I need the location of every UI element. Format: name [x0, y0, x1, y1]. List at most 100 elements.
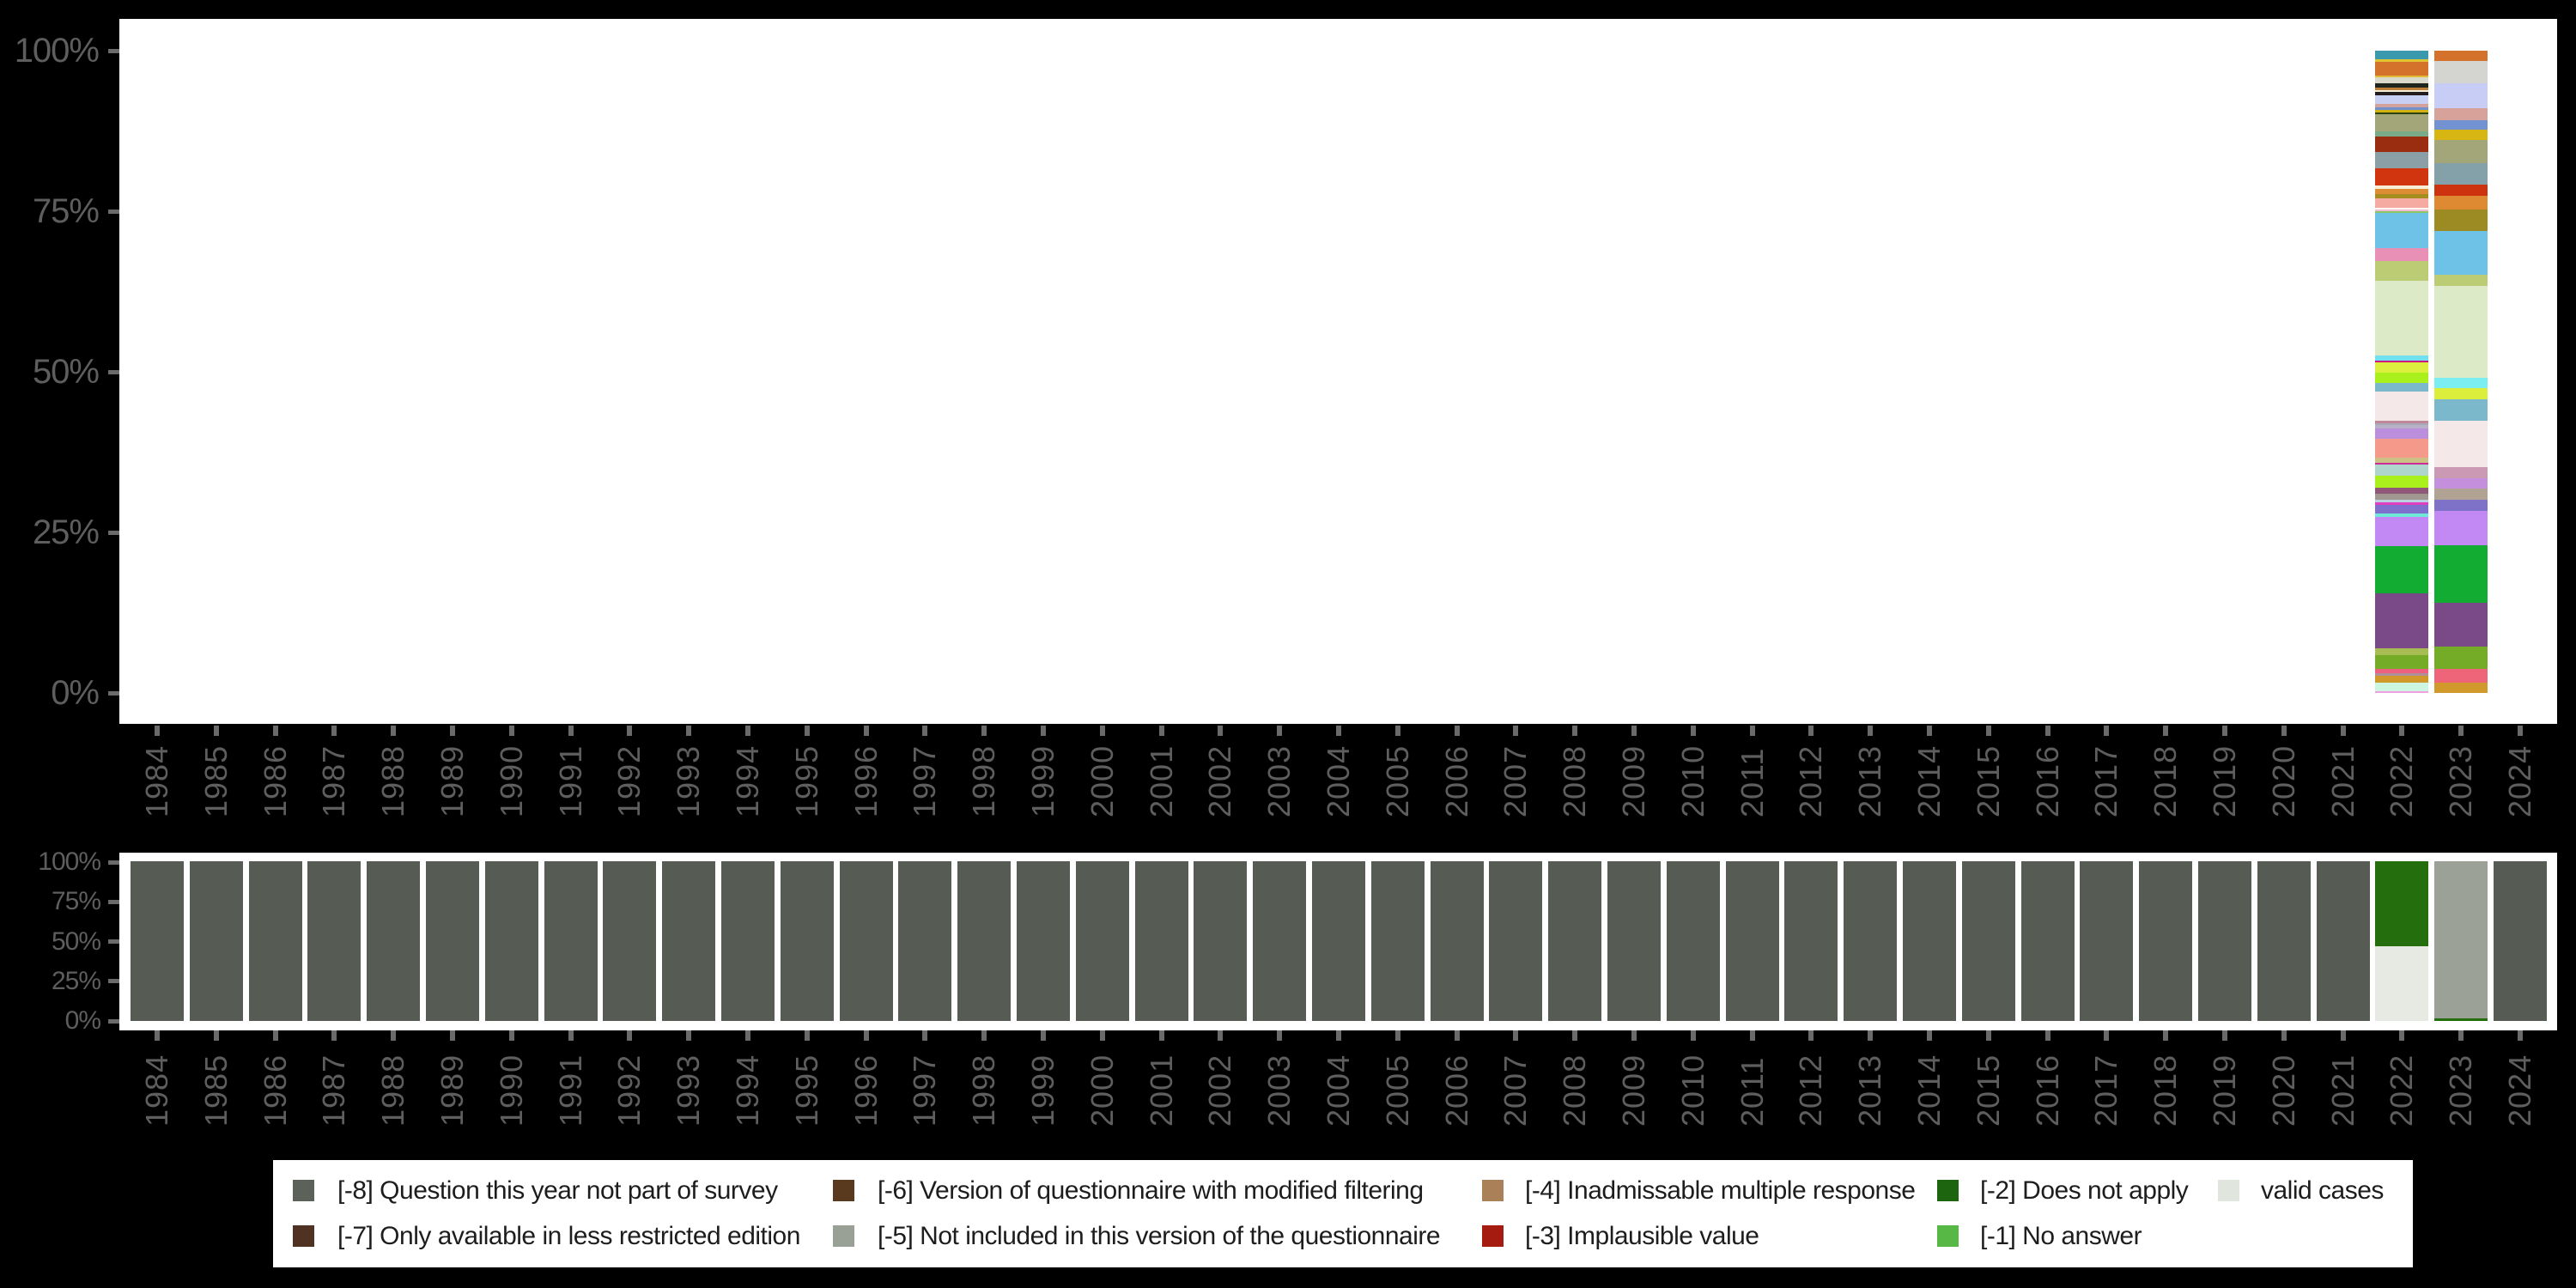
legend-panel: [-8] Question this year not part of surv… — [273, 1160, 2413, 1267]
bar-segment — [2375, 247, 2429, 262]
x-tick-mark — [331, 1030, 337, 1041]
year-label: 2005 — [1379, 744, 1415, 817]
year-label: 1997 — [907, 744, 943, 817]
x-tick-mark — [2044, 726, 2050, 736]
year-label: 1985 — [197, 1054, 234, 1127]
bar-segment — [2198, 861, 2251, 1021]
x-tick-mark — [1572, 726, 1578, 736]
x-tick-mark — [1099, 1030, 1105, 1041]
bottom-stacked-bar-2024 — [2494, 861, 2547, 1021]
bar-segment — [2375, 76, 2429, 78]
top-chart-plot — [119, 19, 2557, 724]
bottom-stacked-bar-2009 — [1607, 861, 1661, 1021]
bar-segment — [603, 861, 657, 1021]
y-tick-label: 50% — [51, 927, 101, 956]
bottom-stacked-bar-2003 — [1253, 861, 1307, 1021]
x-tick-mark — [213, 1030, 219, 1041]
bar-segment — [2375, 91, 2429, 95]
bar-segment — [2375, 654, 2429, 669]
y-tick-mark — [108, 939, 119, 944]
legend-swatch — [1482, 1180, 1504, 1201]
bar-segment — [2434, 398, 2488, 422]
x-tick-mark — [1158, 726, 1164, 736]
bar-segment — [2375, 151, 2429, 168]
bar-segment — [2494, 861, 2547, 1021]
x-tick-mark — [1749, 726, 1755, 736]
x-tick-mark — [2104, 726, 2110, 736]
bar-segment — [2375, 439, 2429, 458]
bar-segment — [2375, 280, 2429, 355]
bar-segment — [2375, 425, 2429, 429]
bottom-stacked-bar-1995 — [780, 861, 834, 1021]
year-label: 2023 — [2443, 744, 2479, 817]
bottom-stacked-bar-2005 — [1370, 861, 1425, 1021]
bottom-stacked-bar-2006 — [1430, 861, 1484, 1021]
year-label: 2008 — [1557, 744, 1593, 817]
bar-segment — [2080, 861, 2134, 1021]
bar-segment — [2375, 211, 2429, 213]
x-tick-mark — [331, 726, 337, 736]
x-tick-mark — [627, 726, 633, 736]
bottom-stacked-bar-2022 — [2375, 861, 2429, 1021]
x-tick-mark — [1690, 726, 1696, 736]
y-tick-mark — [108, 860, 119, 865]
bar-segment — [367, 861, 421, 1021]
bottom-stacked-bar-1992 — [603, 861, 657, 1021]
bar-segment — [2375, 198, 2429, 209]
year-label: 2005 — [1379, 1054, 1415, 1127]
bar-segment — [2375, 51, 2429, 60]
bar-segment — [1666, 861, 1720, 1021]
year-label: 2007 — [1498, 744, 1534, 817]
bottom-stacked-bar-1985 — [189, 861, 243, 1021]
x-tick-mark — [272, 1030, 278, 1041]
bar-segment — [2375, 94, 2429, 104]
legend-label: [-5] Not included in this version of the… — [878, 1222, 1441, 1250]
x-tick-mark — [1927, 726, 1932, 736]
x-tick-mark — [2222, 726, 2227, 736]
bar-segment — [1430, 861, 1484, 1021]
y-tick-label: 25% — [32, 513, 100, 551]
year-label: 1995 — [788, 744, 824, 817]
x-tick-mark — [1808, 1030, 1814, 1041]
year-label: 1991 — [552, 1054, 588, 1127]
x-tick-mark — [272, 726, 278, 736]
year-label: 2019 — [2207, 1054, 2242, 1127]
year-label: 2021 — [2324, 744, 2360, 817]
legend-swatch — [293, 1225, 314, 1247]
bottom-stacked-bar-1984 — [131, 861, 184, 1021]
bottom-stacked-bar-2021 — [2316, 861, 2370, 1021]
x-tick-mark — [2399, 1030, 2405, 1041]
x-tick-mark — [2458, 726, 2464, 736]
year-label: 1987 — [316, 744, 352, 817]
bar-segment — [2375, 517, 2429, 546]
x-tick-mark — [804, 726, 810, 736]
y-tick-label: 0% — [51, 674, 100, 712]
year-label: 2001 — [1143, 744, 1179, 817]
bar-segment — [2434, 511, 2488, 545]
bar-segment — [2434, 478, 2488, 489]
bar-segment — [1489, 861, 1543, 1021]
year-label: 2008 — [1557, 1054, 1593, 1127]
x-tick-mark — [981, 726, 987, 736]
bar-segment — [2434, 139, 2488, 164]
bottom-stacked-bar-1994 — [721, 861, 775, 1021]
bar-segment — [131, 861, 184, 1021]
legend-swatch — [833, 1180, 854, 1201]
bottom-stacked-bar-1986 — [248, 861, 302, 1021]
year-label: 2000 — [1084, 1054, 1120, 1127]
bar-segment — [2434, 421, 2488, 468]
year-label: 2003 — [1261, 744, 1297, 817]
bar-segment — [2434, 108, 2488, 121]
year-label: 2000 — [1084, 744, 1120, 817]
bar-segment — [1017, 861, 1070, 1021]
year-label: 2003 — [1261, 1054, 1297, 1127]
year-label: 2015 — [1970, 744, 2006, 817]
bottom-stacked-bar-1987 — [307, 861, 361, 1021]
year-label: 2018 — [2148, 744, 2184, 817]
x-tick-mark — [1277, 726, 1283, 736]
year-label: 2021 — [2324, 1054, 2360, 1127]
bottom-stacked-bar-1998 — [957, 861, 1012, 1021]
bar-segment — [2375, 137, 2429, 152]
year-label: 2015 — [1970, 1054, 2006, 1127]
